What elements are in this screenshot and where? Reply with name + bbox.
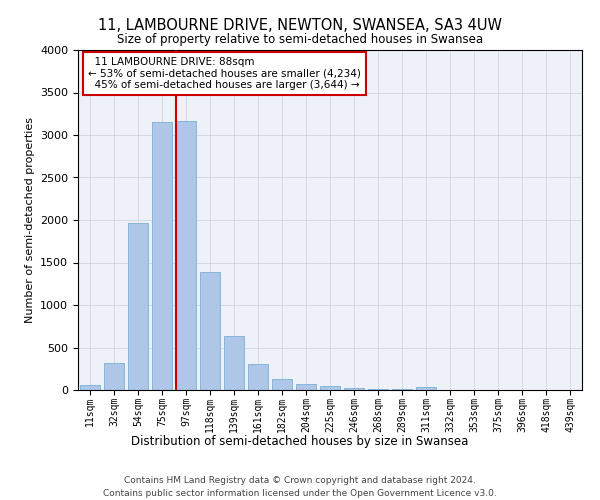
Bar [344, 388, 364, 390]
Bar [128, 222, 148, 390]
Bar [368, 388, 388, 390]
Y-axis label: Number of semi-detached properties: Number of semi-detached properties [25, 117, 35, 323]
Text: Distribution of semi-detached houses by size in Swansea: Distribution of semi-detached houses by … [131, 434, 469, 448]
Text: Contains HM Land Registry data © Crown copyright and database right 2024.
Contai: Contains HM Land Registry data © Crown c… [103, 476, 497, 498]
Bar [200, 272, 220, 390]
Text: 11, LAMBOURNE DRIVE, NEWTON, SWANSEA, SA3 4UW: 11, LAMBOURNE DRIVE, NEWTON, SWANSEA, SA… [98, 18, 502, 32]
Bar [104, 363, 124, 390]
Bar [416, 387, 436, 390]
Bar [248, 364, 268, 390]
Text: Size of property relative to semi-detached houses in Swansea: Size of property relative to semi-detach… [117, 32, 483, 46]
Bar [80, 386, 100, 390]
Bar [272, 378, 292, 390]
Bar [296, 384, 316, 390]
Bar [176, 122, 196, 390]
Bar [392, 389, 412, 390]
Bar [152, 122, 172, 390]
Text: 11 LAMBOURNE DRIVE: 88sqm
← 53% of semi-detached houses are smaller (4,234)
  45: 11 LAMBOURNE DRIVE: 88sqm ← 53% of semi-… [88, 57, 361, 90]
Bar [320, 386, 340, 390]
Bar [224, 336, 244, 390]
